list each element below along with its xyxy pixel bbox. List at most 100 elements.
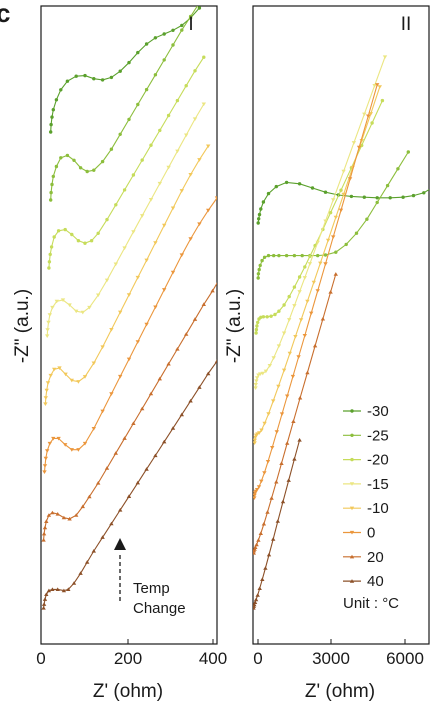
panel-i-series-5-point bbox=[118, 374, 123, 379]
panel-i-series-7-point bbox=[41, 602, 47, 606]
panel-i-y-axis-label: -Z" (a.u.) bbox=[12, 289, 33, 363]
panel-i-series-4-point bbox=[179, 189, 184, 193]
panel-i-series-6-point bbox=[61, 515, 67, 520]
panel-i-frame bbox=[40, 5, 218, 645]
panel-i-series-5-point bbox=[214, 196, 217, 200]
panel-i-series-6-point bbox=[201, 302, 206, 306]
panel-i-series-7-point bbox=[197, 385, 202, 389]
panel-i-series-6-point bbox=[50, 510, 55, 515]
panel-i-series-5-point bbox=[47, 441, 52, 446]
panel-i-series-3-point bbox=[45, 334, 50, 338]
legend-label: 40 bbox=[367, 573, 384, 590]
panel-ii-series-2-point bbox=[328, 210, 333, 215]
panel-i-series-5-point bbox=[179, 253, 184, 257]
panel-ii-series-1-line bbox=[257, 151, 409, 279]
panel-i-series-0-point bbox=[51, 108, 55, 112]
panel-i-series-1-point bbox=[118, 132, 122, 136]
panel-i-series-3-point bbox=[122, 246, 127, 250]
panel-ii-series-4-point bbox=[305, 299, 310, 304]
panel-ii-series-4-point bbox=[298, 318, 304, 322]
panel-ii-series-3-point bbox=[362, 112, 367, 117]
panel-i-series-4-point bbox=[126, 293, 132, 297]
panel-i-series-6-point bbox=[131, 421, 136, 425]
panel-i-series-6-point bbox=[217, 278, 221, 282]
panel-i-series-3-point bbox=[104, 278, 110, 283]
panel-i-series-5 bbox=[42, 196, 217, 474]
panel-ii-series-0-point bbox=[261, 200, 266, 204]
panel-i-series-7-point bbox=[214, 359, 217, 363]
panel-i-series-6-point bbox=[148, 391, 154, 396]
panel-i-series-0-point bbox=[54, 98, 59, 102]
panel-i-plot-area bbox=[41, 6, 221, 610]
panel-i-series-2-point bbox=[122, 188, 127, 192]
panel-i-series-0-point bbox=[136, 50, 140, 55]
panel-i-series-4-point bbox=[109, 328, 114, 332]
panel-i-series-6-point bbox=[46, 513, 52, 517]
panel-ii-series-7-point bbox=[292, 457, 297, 461]
panel-ii-series-1-point bbox=[334, 250, 338, 254]
panel-i-series-2-point bbox=[140, 158, 144, 162]
panel-i-series-2-point bbox=[63, 227, 67, 232]
panel-ii-series-0-point bbox=[259, 207, 263, 211]
panel-ii-series-3-point bbox=[260, 371, 265, 376]
panel-ii-series-3-point bbox=[281, 331, 287, 336]
panel-i-series-5-point bbox=[56, 436, 61, 441]
panel-ii-series-5-point bbox=[323, 262, 328, 266]
panel-ii-series-3-point bbox=[263, 369, 269, 374]
panel-ii-series-7-point bbox=[275, 519, 280, 523]
panel-ii-series-3-point bbox=[253, 386, 258, 390]
panel-i-series-3-point bbox=[54, 299, 59, 304]
panel-i-series-4-point bbox=[100, 345, 105, 349]
panel-i-series-7-point bbox=[206, 371, 211, 376]
panel-ii-series-5-point bbox=[285, 394, 290, 399]
legend-marker bbox=[349, 554, 355, 559]
panel-i-series-3-point bbox=[80, 310, 85, 315]
panel-ii-series-3-line bbox=[255, 56, 386, 389]
panel-i-series-0-point bbox=[127, 60, 131, 65]
panel-i-series-2-point bbox=[114, 203, 118, 207]
panel-ii-series-6-point bbox=[279, 461, 284, 465]
panel-ii-series-7-point bbox=[253, 600, 258, 604]
panel-ii-series-4-point bbox=[333, 215, 338, 220]
panel-ii-x-ticks: 0 3000 6000 bbox=[253, 639, 424, 668]
panel-ii-series-4-point bbox=[253, 438, 257, 443]
panel-i-series-6-point bbox=[67, 516, 72, 521]
panel-i-series-3-point bbox=[192, 117, 198, 121]
panel-i-series-5-point bbox=[51, 436, 56, 441]
panel-ii-series-5-point bbox=[256, 485, 262, 489]
legend-marker bbox=[350, 457, 354, 462]
panel-i-series-3-point bbox=[201, 102, 206, 107]
panel-ii-curves bbox=[253, 55, 429, 610]
panel-letter: c bbox=[0, 0, 10, 28]
panel-i-series-7-point bbox=[41, 606, 46, 610]
panel-i-series-3-point bbox=[87, 305, 92, 310]
panel-i-series-0-point bbox=[197, 6, 202, 10]
panel-i-series-2-point bbox=[49, 245, 54, 249]
panel-i-series-3-point bbox=[113, 262, 118, 267]
legend-unit: Unit : °C bbox=[343, 595, 399, 612]
panel-i-series-4-point bbox=[91, 361, 96, 366]
panel-i-series-7-point bbox=[78, 571, 83, 575]
panel-i-series-6-point bbox=[55, 512, 60, 516]
panel-i-x-tick-label: 200 bbox=[114, 649, 142, 668]
legend-item: -30 bbox=[343, 403, 389, 420]
panel-i-series-5-point bbox=[153, 305, 158, 310]
panel-i-series-0-point bbox=[171, 28, 175, 32]
panel-i-series-4-point bbox=[43, 396, 48, 400]
panel-i-series-4-point bbox=[118, 310, 123, 315]
panel-ii-series-4-point bbox=[266, 412, 271, 416]
panel-i-series-7-line bbox=[43, 360, 217, 609]
panel-ii-series-5-point bbox=[315, 289, 320, 293]
panel-i-series-6-point bbox=[166, 361, 171, 366]
panel-ii-series-6-point bbox=[312, 343, 318, 348]
panel-i-x-tick-label: 0 bbox=[36, 649, 45, 668]
panel-i-series-6-point bbox=[184, 332, 189, 336]
panel-i-series-6 bbox=[41, 278, 221, 542]
panel-i-series-2-point bbox=[149, 143, 153, 147]
panel-ii-series-2-point bbox=[254, 331, 258, 335]
legend-item: 0 bbox=[343, 525, 375, 542]
panel-i-series-4-point bbox=[144, 258, 149, 263]
panel-ii-series-0-point bbox=[362, 195, 366, 199]
panel-ii-series-5-point bbox=[279, 412, 285, 416]
panel-i-series-5-point bbox=[42, 470, 47, 474]
